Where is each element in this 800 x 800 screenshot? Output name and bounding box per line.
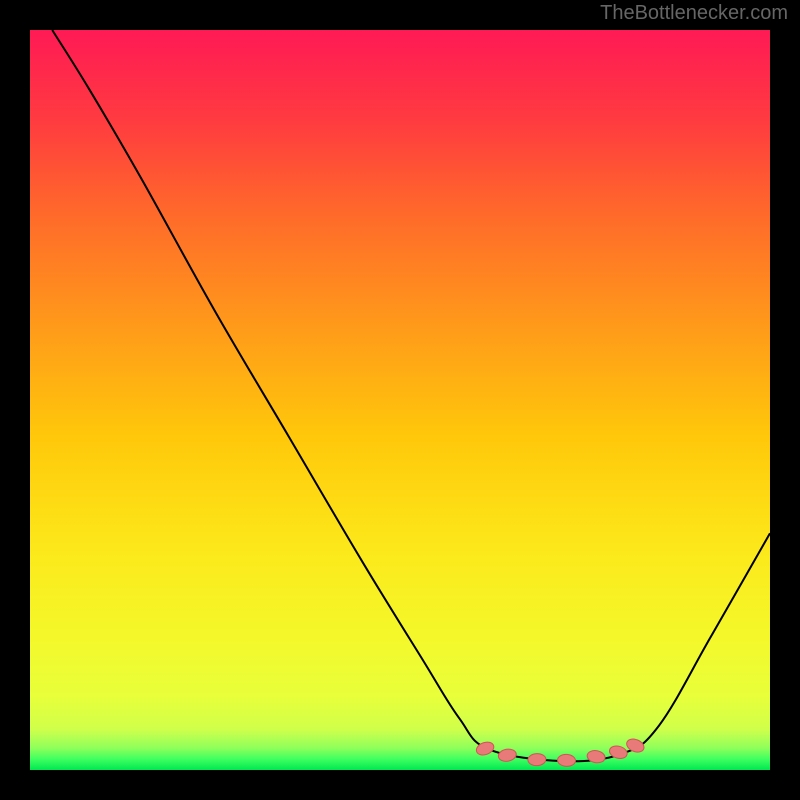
watermark-text: TheBottlenecker.com: [600, 2, 788, 25]
bottleneck-curve: [52, 30, 770, 761]
curve-marker: [557, 754, 576, 767]
curve-marker: [497, 748, 517, 763]
marker-cluster: [475, 737, 646, 767]
plot-area: [30, 30, 770, 770]
curve-layer: [30, 30, 770, 770]
curve-marker: [586, 749, 606, 764]
curve-marker: [528, 753, 547, 766]
